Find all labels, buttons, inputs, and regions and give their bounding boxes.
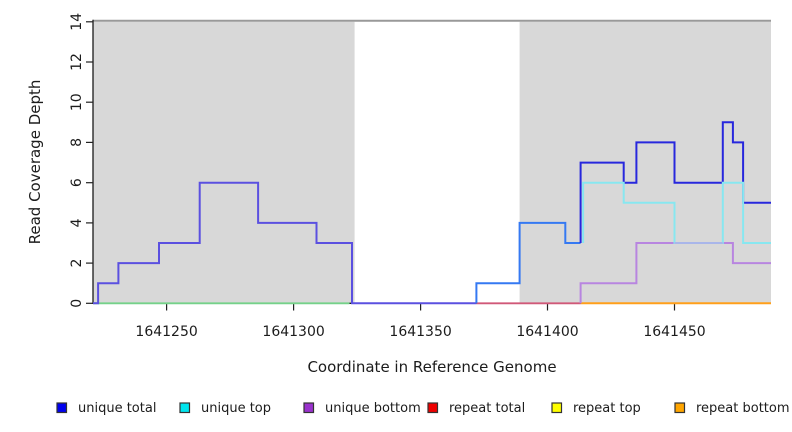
- series-line-unique-total: [579, 121, 771, 243]
- shaded-repeat-regions: [93, 21, 771, 304]
- legend-label-repeat-total: repeat total: [449, 401, 525, 416]
- legend-label-unique-top: unique top: [201, 401, 271, 416]
- legend-swatch-repeat-total: [427, 402, 439, 414]
- y-tick-label: 8: [69, 138, 85, 147]
- x-tick-label: 1641400: [516, 324, 578, 340]
- y-tick-label: 0: [69, 299, 85, 308]
- y-tick-label: 6: [69, 178, 85, 187]
- legend-swatch-repeat-bottom: [674, 402, 686, 414]
- y-axis-title: Read Coverage Depth: [26, 80, 44, 245]
- legend-label-repeat-top: repeat top: [573, 401, 641, 416]
- x-tick-label: 1641450: [643, 324, 705, 340]
- data-lines: [93, 121, 771, 305]
- y-tick-label: 2: [69, 259, 85, 268]
- legend-label-unique-total: unique total: [78, 401, 156, 416]
- legend-swatch-unique-top: [179, 402, 191, 414]
- series-line-unique-total-top-overlap: [475, 221, 581, 304]
- repeat-region-right: [519, 21, 771, 304]
- legend-label-unique-bottom: unique bottom: [325, 401, 421, 416]
- y-tick-label: 4: [69, 218, 85, 227]
- legend: unique total unique top unique bottom repea…: [56, 401, 790, 416]
- y-tick-label: 10: [69, 93, 85, 111]
- x-tick-label: 1641300: [262, 324, 324, 340]
- x-tick-label: 1641250: [135, 324, 197, 340]
- repeat-region-left: [93, 21, 355, 304]
- y-tick-label: 14: [69, 13, 85, 31]
- legend-swatch-repeat-top: [551, 402, 563, 414]
- legend-swatch-unique-bottom: [303, 402, 315, 414]
- legend-label-repeat-bottom: repeat bottom: [696, 401, 790, 416]
- y-tick-label: 12: [69, 53, 85, 71]
- x-tick-label: 1641350: [389, 324, 451, 340]
- legend-swatch-unique-total: [56, 402, 68, 414]
- series-line-unique-total-bottom-overlap: [93, 181, 477, 305]
- x-axis-title: Coordinate in Reference Genome: [307, 358, 556, 376]
- series-line-unique-bottom: [579, 242, 771, 304]
